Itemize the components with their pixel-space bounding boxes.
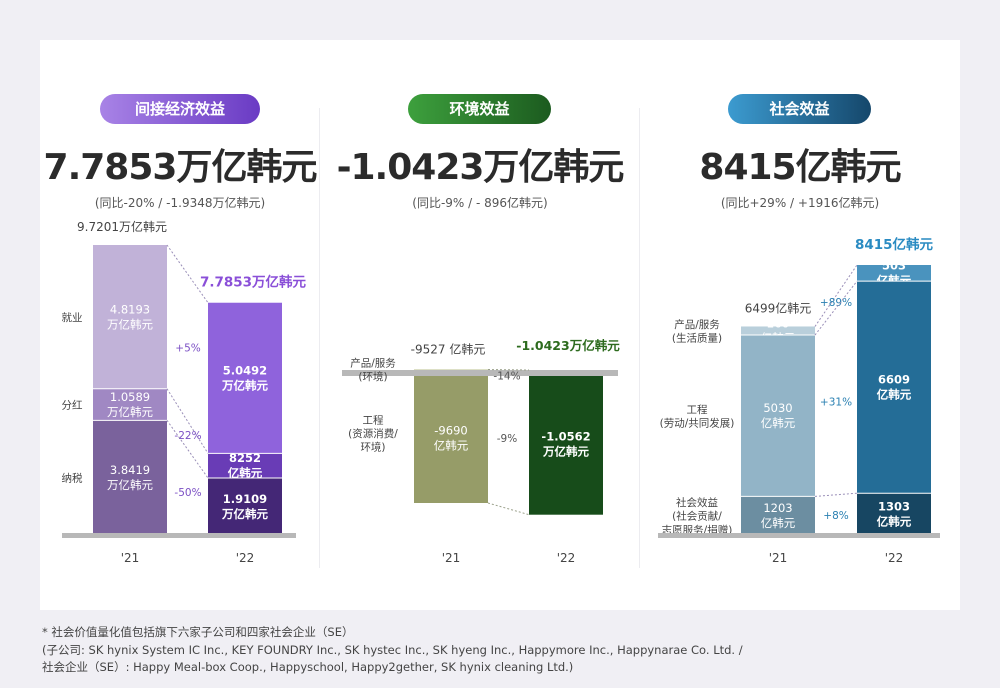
zero-axis — [342, 370, 618, 376]
series-label: 工程(资源消费/环境) — [348, 414, 398, 453]
change-label: -14% — [493, 370, 520, 382]
data-label: 5.0492 万亿韩元 — [221, 364, 268, 393]
data-label: -1.0562 万亿韩元 — [541, 429, 590, 458]
category-label: '22 — [236, 551, 255, 565]
connector-line — [814, 492, 858, 497]
subline-environment: (同比-9% / - 896亿韩元) — [412, 196, 548, 210]
change-label: +5% — [175, 342, 200, 354]
bar-segment — [857, 493, 931, 535]
pill-social: 社会效益 — [728, 94, 871, 124]
data-label: 1303 亿韩元 — [877, 500, 912, 529]
connector-line — [166, 420, 209, 479]
bar-segment — [529, 373, 603, 515]
bar-segment — [93, 388, 167, 421]
data-label: 8252 亿韩元 — [228, 451, 263, 480]
total-label: -1.0423万亿韩元 — [516, 338, 620, 353]
connector-line — [814, 264, 858, 327]
data-label: 3.8419 万亿韩元 — [107, 463, 153, 492]
category-label: '21 — [442, 551, 461, 565]
data-label: 1203 亿韩元 — [761, 501, 796, 530]
bar-segment — [93, 420, 167, 535]
bar-segment — [857, 265, 931, 282]
category-label: '21 — [769, 551, 788, 565]
change-label: -9% — [497, 433, 517, 445]
pill-environment: 环境效益 — [408, 94, 551, 124]
pill-indirect-economic: 间接经济效益 — [100, 94, 260, 124]
change-label: -22% — [174, 430, 201, 442]
connector-line — [166, 388, 209, 454]
data-label: 1.9109 万亿韩元 — [221, 492, 268, 521]
bar-segment — [93, 245, 167, 389]
category-label: '22 — [557, 551, 576, 565]
bar-segment — [414, 373, 488, 503]
baseline-axis — [62, 533, 296, 538]
series-label: 工程(劳动/共同发展) — [660, 404, 735, 430]
panel-divider — [319, 108, 320, 568]
data-label: 4.8193 万亿韩元 — [107, 302, 153, 331]
connector-line — [814, 280, 858, 336]
footnote-line-2: (子公司: SK hynix System IC Inc., KEY FOUND… — [42, 643, 743, 657]
total-label: 7.7853万亿韩元 — [200, 274, 307, 291]
bar-segment — [857, 281, 931, 494]
baseline-axis — [658, 533, 940, 538]
bar-segment — [208, 302, 282, 454]
headline-indirect-economic: 7.7853万亿韩元 — [43, 147, 318, 188]
total-label: 9.7201万亿韩元 — [77, 219, 167, 234]
change-label: +8% — [823, 510, 848, 522]
footnote-line-3: 社会企业（SE）: Happy Meal-box Coop., Happysch… — [42, 660, 574, 674]
total-label: 8415亿韩元 — [855, 236, 934, 253]
data-label: 5030 亿韩元 — [761, 401, 796, 430]
data-label: -9690 亿韩元 — [434, 424, 469, 453]
bar-segment — [741, 496, 815, 535]
connector-line — [487, 502, 530, 516]
subline-social: (同比+29% / +1916亿韩元) — [720, 196, 880, 210]
total-label: 6499亿韩元 — [745, 300, 812, 315]
change-label: -50% — [174, 487, 201, 499]
data-label: 1.0589 万亿韩元 — [107, 390, 153, 419]
series-label: 分红 — [62, 399, 83, 412]
subline-indirect-economic: (同比-20% / -1.9348万亿韩元) — [94, 196, 266, 210]
bar-segment — [208, 453, 282, 478]
change-label: +31% — [820, 396, 852, 408]
change-label: +89% — [820, 297, 852, 309]
series-label: 纳税 — [62, 472, 83, 485]
series-label: 产品/服务(环境) — [350, 356, 396, 383]
bar-segment — [741, 326, 815, 336]
category-label: '22 — [885, 551, 904, 565]
headline-social: 8415亿韩元 — [699, 147, 901, 188]
series-label: 产品/服务(生活质量) — [672, 318, 722, 345]
series-label: 社会效益(社会贡献/志愿服务/捐赠) — [662, 496, 733, 536]
panel-divider — [639, 108, 640, 568]
series-label: 就业 — [62, 311, 83, 324]
total-label: -9527 亿韩元 — [411, 342, 486, 357]
headline-environment: -1.0423万亿韩元 — [336, 147, 625, 188]
footnote-line-1: * 社会价值量化值包括旗下六家子公司和四家社会企业（SE） — [42, 625, 354, 639]
category-label: '21 — [121, 551, 140, 565]
bar-segment — [208, 477, 282, 535]
bar-segment — [741, 335, 815, 497]
data-label: 6609 亿韩元 — [877, 373, 912, 402]
